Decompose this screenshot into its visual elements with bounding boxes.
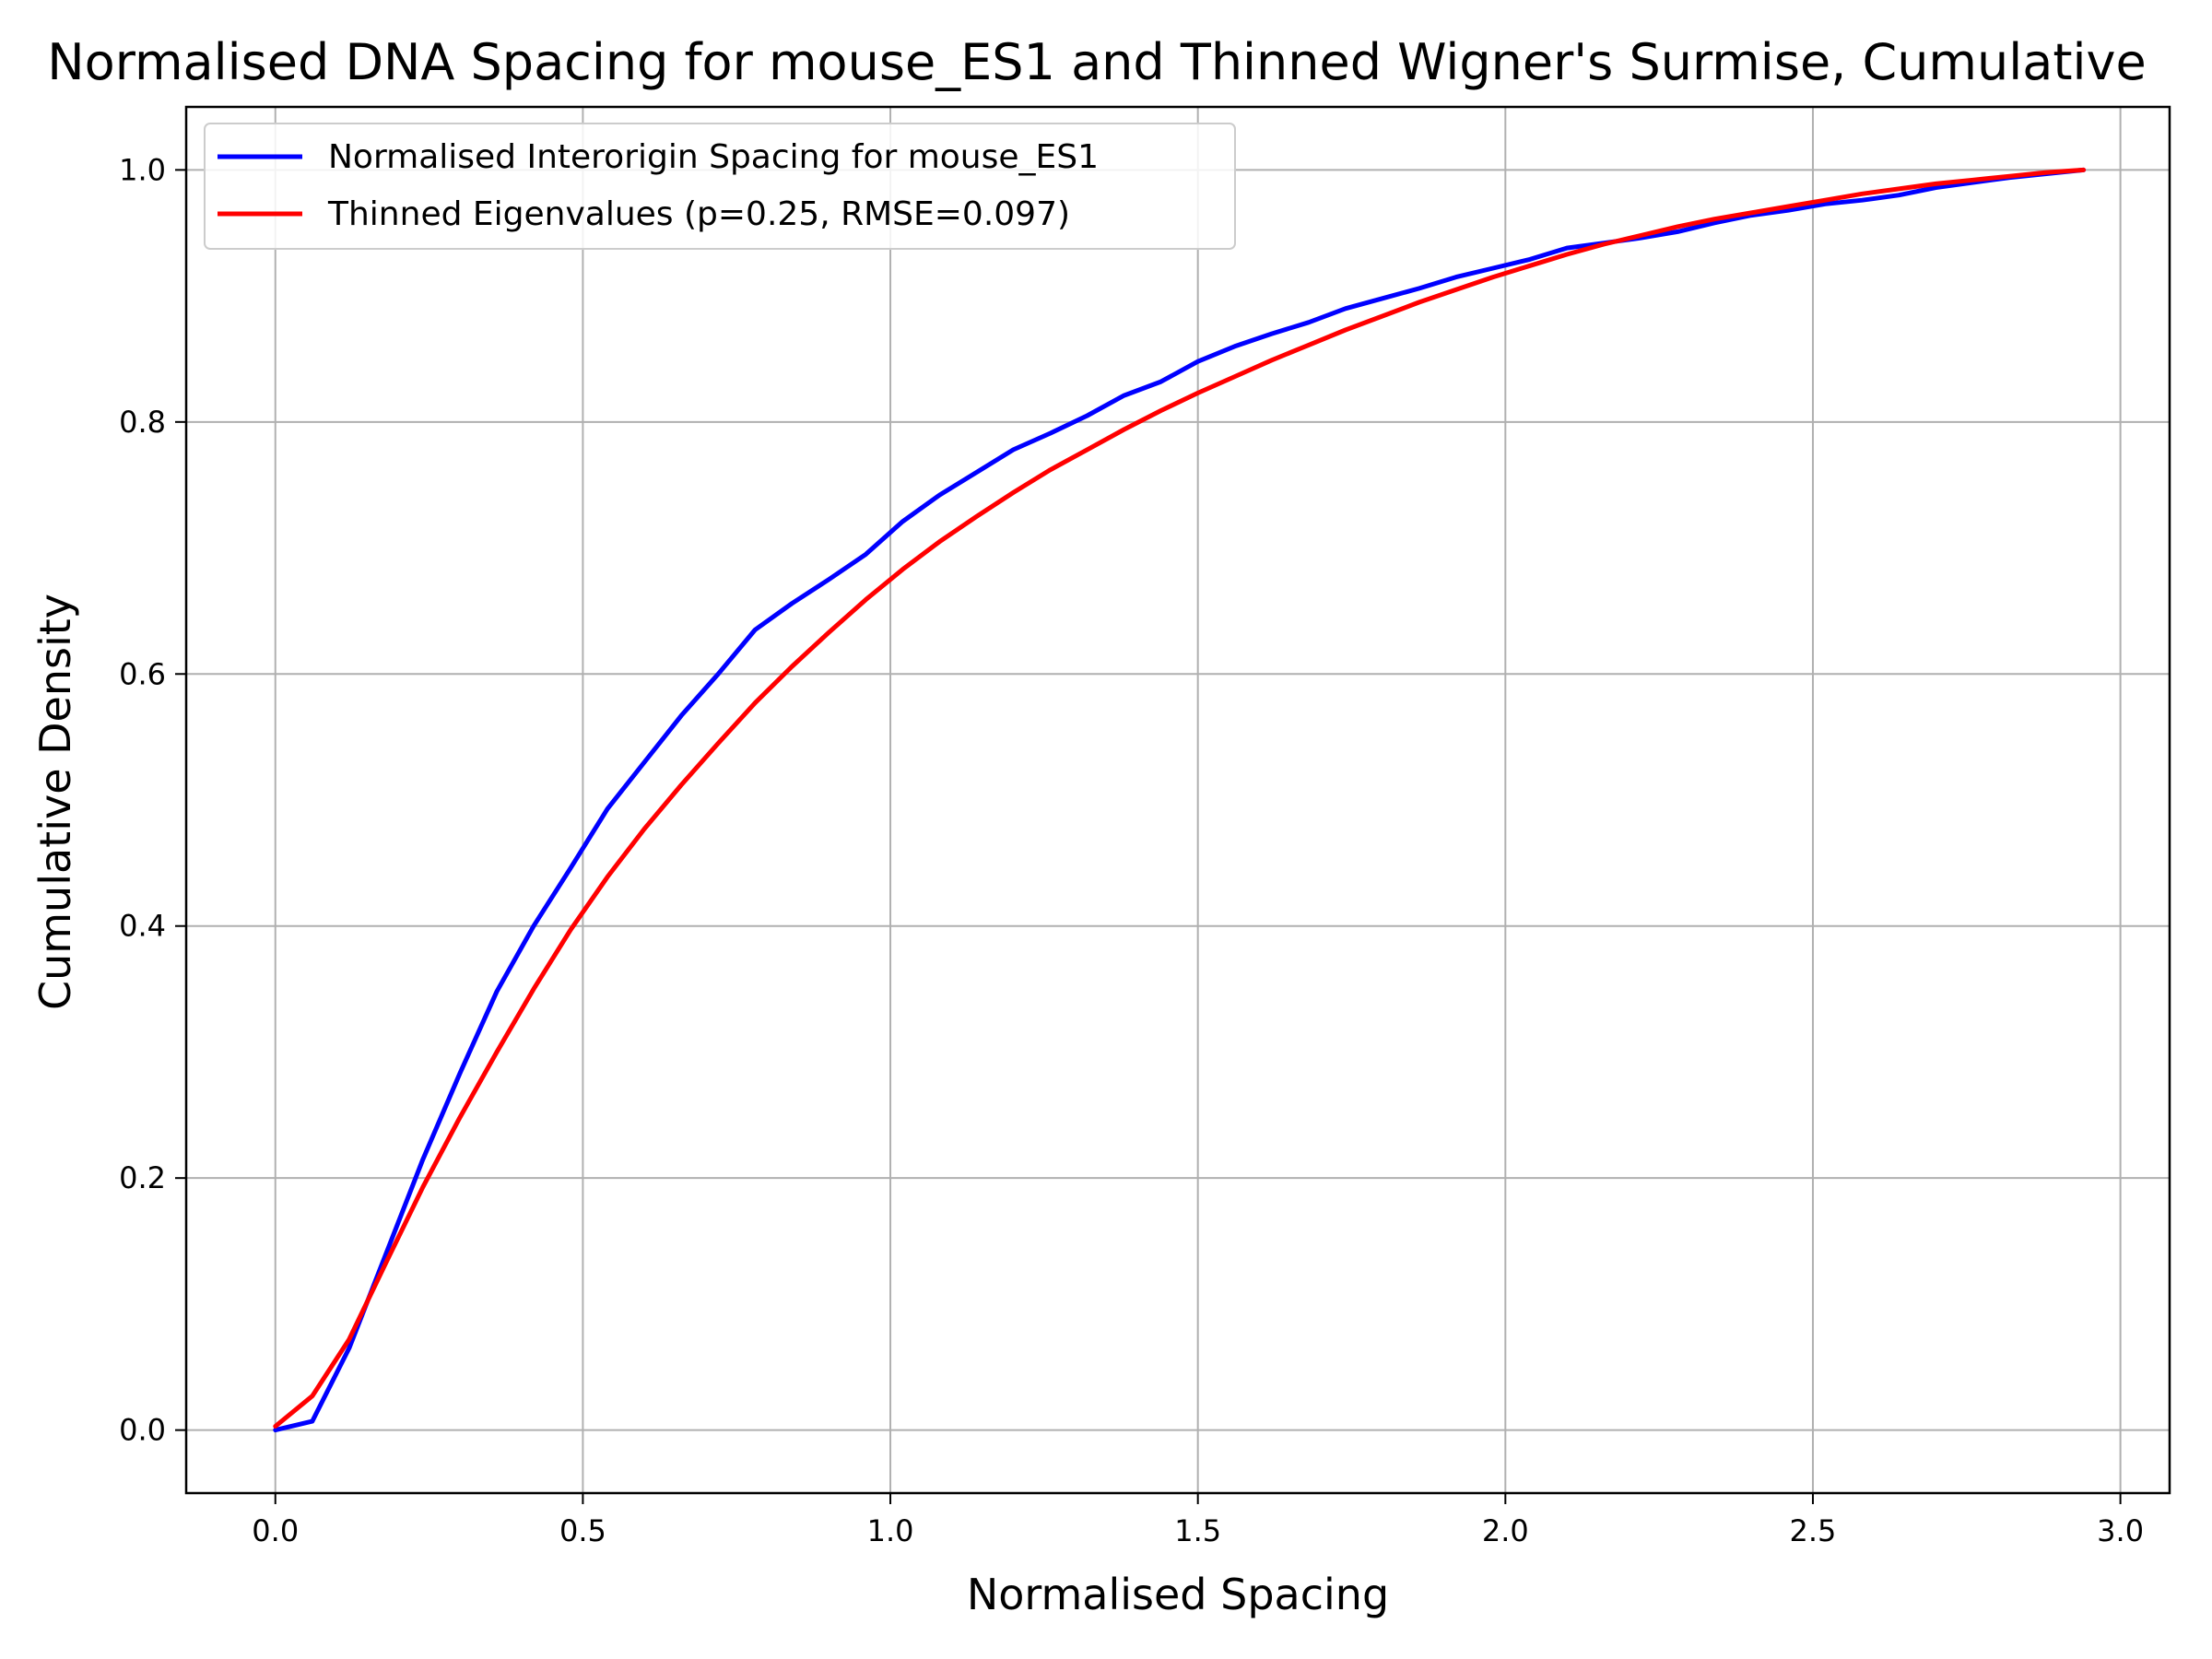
y-tick-label: 0.8 <box>119 405 166 440</box>
chart-title: Normalised DNA Spacing for mouse_ES1 and… <box>47 33 2146 91</box>
y-tick-label: 0.2 <box>119 1160 166 1195</box>
legend: Normalised Interorigin Spacing for mouse… <box>204 123 1236 250</box>
legend-label-thinned: Thinned Eigenvalues (p=0.25, RMSE=0.097) <box>327 195 1070 233</box>
ticks: 0.0 0.5 1.0 1.5 2.0 2.5 3.0 0.0 0.2 0.4 0.6 0.8 1.0 <box>119 152 2144 1548</box>
grid <box>186 107 2170 1493</box>
y-tick-label: 1.0 <box>119 152 166 187</box>
legend-label-observed: Normalised Interorigin Spacing for mouse… <box>328 138 1099 176</box>
x-tick-label: 0.5 <box>559 1513 606 1548</box>
y-axis-label: Cumulative Density <box>30 594 80 1010</box>
x-axis-label: Normalised Spacing <box>967 1570 1389 1619</box>
x-tick-label: 2.5 <box>1790 1513 1837 1548</box>
series-line-thinned <box>273 167 2087 1429</box>
x-tick-label: 1.0 <box>867 1513 914 1548</box>
y-tick-label: 0.6 <box>119 656 166 691</box>
plot-frame <box>184 105 2171 1495</box>
legend-box <box>204 123 1236 250</box>
y-tick-label: 0.0 <box>119 1413 166 1448</box>
y-tick-label: 0.4 <box>119 909 166 944</box>
x-tick-label: 3.0 <box>2097 1513 2144 1548</box>
series-layer <box>273 167 2087 1433</box>
x-tick-label: 2.0 <box>1482 1513 1529 1548</box>
x-tick-label: 1.5 <box>1174 1513 1221 1548</box>
x-tick-label: 0.0 <box>252 1513 299 1548</box>
series-line-observed <box>273 167 2087 1433</box>
